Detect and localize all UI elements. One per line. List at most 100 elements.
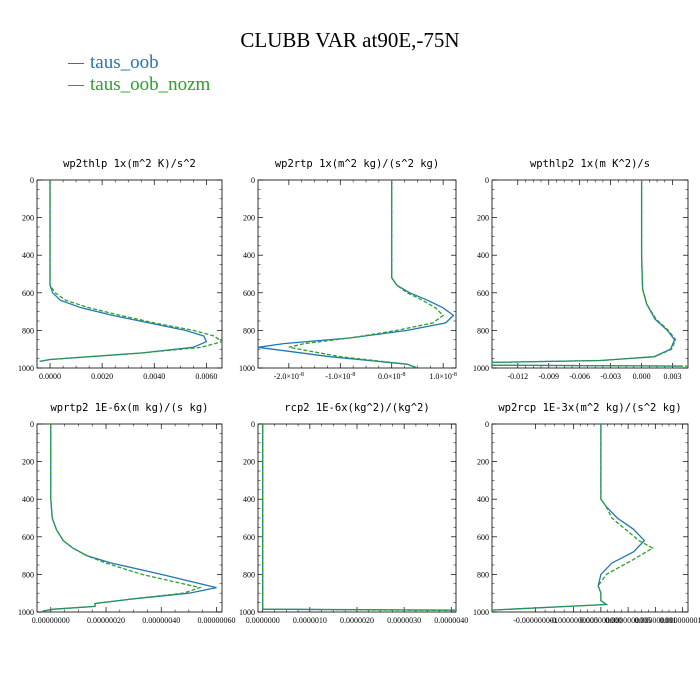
series-line-2 — [492, 180, 688, 367]
legend-label: taus_oob_nozm — [90, 74, 211, 95]
y-tick-label: 1000 — [18, 364, 34, 373]
y-tick-label: 200 — [22, 214, 34, 223]
x-tick-label: 0.0020 — [91, 372, 113, 381]
series-line-2 — [492, 424, 654, 611]
x-tick-label: -0.003 — [600, 372, 621, 381]
y-tick-label: 800 — [243, 570, 255, 579]
plot-frame — [257, 423, 457, 613]
plot-frame — [257, 179, 457, 369]
y-tick-label: 600 — [243, 289, 255, 298]
panel-title: wp2rcp 1E-3x(m^2 kg)/(s^2 kg) — [498, 402, 681, 414]
chart-panel-3: wpthlp2 1x(m K^2)/s 0 200 400 600 800 1000 -0.0… — [473, 158, 689, 381]
y-tick-label: 800 — [477, 570, 489, 579]
x-tick-label: 0.0000010 — [293, 616, 327, 625]
series-line-1 — [492, 424, 646, 611]
legend-item-1: taus_oob — [68, 52, 159, 74]
y-tick-label: 200 — [22, 458, 34, 467]
x-tick-label: 0.0060 — [195, 372, 217, 381]
x-tick-label: -0.012 — [507, 372, 528, 381]
x-tick-label: -0.006 — [569, 372, 590, 381]
legend-label: taus_oob — [90, 52, 159, 73]
y-tick-label: 1000 — [239, 364, 255, 373]
panel-title: wp2thlp 1x(m^2 K)/s^2 — [63, 158, 196, 170]
series-line-1 — [39, 180, 208, 363]
panel-title: wpthlp2 1x(m K^2)/s — [530, 158, 650, 170]
x-tick-label: -0.0000000005 — [549, 616, 598, 625]
y-tick-label: 1000 — [473, 608, 489, 617]
y-tick-label: 0 — [251, 420, 255, 429]
x-tick-label: 0.00000060 — [197, 616, 235, 625]
x-tick-label: -0.000000001 — [513, 616, 558, 625]
x-tick-label: 0.0×10-8 — [378, 372, 406, 381]
x-tick-label: 0.0000000 — [246, 616, 280, 625]
x-tick-label: 0.00000040 — [142, 616, 180, 625]
series-line-1 — [42, 424, 217, 612]
y-tick-label: 200 — [243, 458, 255, 467]
y-tick-label: 800 — [477, 326, 489, 335]
y-tick-label: 800 — [22, 570, 34, 579]
x-tick-label: 0.0000040 — [434, 616, 468, 625]
legend-item-2: taus_oob_nozm — [68, 74, 210, 96]
y-tick-label: 400 — [22, 495, 34, 504]
series-line-1 — [492, 180, 683, 367]
y-tick-label: 800 — [22, 326, 34, 335]
y-tick-label: 0 — [30, 176, 34, 185]
x-tick-label: -0.009 — [538, 372, 559, 381]
y-tick-label: 400 — [243, 495, 255, 504]
series-line-2 — [262, 424, 456, 612]
series-line-2 — [42, 424, 203, 612]
panel-title: wprtp2 1E-6x(m kg)/(s kg) — [50, 402, 208, 414]
x-tick-label: -1.0×10-8 — [325, 372, 355, 381]
figure-title: CLUBB VAR at90E,-75N — [240, 28, 460, 52]
x-tick-label: 0.000000001 — [634, 616, 676, 625]
y-tick-label: 200 — [477, 214, 489, 223]
x-tick-label: 0.0000000015 — [660, 616, 700, 625]
x-tick-label: 0.00000000 — [32, 616, 70, 625]
y-tick-label: 200 — [477, 458, 489, 467]
series-line-2 — [288, 180, 445, 368]
y-tick-label: 600 — [477, 533, 489, 542]
y-tick-label: 800 — [243, 326, 255, 335]
legend-line-swatch — [68, 85, 84, 87]
plot-frame — [36, 179, 223, 369]
y-tick-label: 0 — [30, 420, 34, 429]
x-tick-label: 1.0×10-8 — [429, 372, 457, 381]
x-tick-label: 0.0040 — [143, 372, 165, 381]
x-tick-label: 0.003 — [664, 372, 682, 381]
chart-panel-5: rcp2 1E-6x(kg^2)/(kg^2) 0 200 400 600 800 1000… — [239, 402, 468, 625]
y-tick-label: 600 — [22, 289, 34, 298]
x-tick-label: 0.0000020 — [340, 616, 374, 625]
chart-panel-2: wp2rtp 1x(m^2 kg)/(s^2 kg) 0 200 400 600 800 1… — [239, 158, 457, 381]
series-line-2 — [39, 180, 222, 363]
series-line-1 — [262, 424, 456, 611]
x-tick-label: 0.000 — [633, 372, 651, 381]
plot-frame — [491, 179, 689, 369]
panel-title: wp2rtp 1x(m^2 kg)/(s^2 kg) — [275, 158, 439, 170]
y-tick-label: 1000 — [473, 364, 489, 373]
chart-panel-4: wprtp2 1E-6x(m kg)/(s kg) 0 200 400 600 800 10… — [18, 402, 235, 625]
series-line-1 — [258, 180, 455, 368]
y-tick-label: 400 — [22, 251, 34, 260]
y-tick-label: 400 — [477, 495, 489, 504]
plot-frame — [491, 423, 689, 613]
y-tick-label: 200 — [243, 214, 255, 223]
y-tick-label: 600 — [243, 533, 255, 542]
y-tick-label: 1000 — [18, 608, 34, 617]
chart-panel-1: wp2thlp 1x(m^2 K)/s^2 0 200 400 600 800 1000 0.… — [18, 158, 223, 381]
y-tick-label: 0 — [251, 176, 255, 185]
y-tick-label: 400 — [477, 251, 489, 260]
x-tick-label: 0.0000000005 — [605, 616, 651, 625]
y-tick-label: 1000 — [239, 608, 255, 617]
chart-panel-6: wp2rcp 1E-3x(m^2 kg)/(s^2 kg) 0 200 400 600 8… — [473, 402, 700, 625]
x-tick-label: 0.0000030 — [387, 616, 421, 625]
y-tick-label: 600 — [477, 289, 489, 298]
y-tick-label: 600 — [22, 533, 34, 542]
y-tick-label: 0 — [485, 176, 489, 185]
plot-frame — [36, 423, 223, 613]
y-tick-label: 400 — [243, 251, 255, 260]
panel-title: rcp2 1E-6x(kg^2)/(kg^2) — [284, 402, 429, 414]
x-tick-label: 0.000000000 — [580, 616, 622, 625]
y-tick-label: 0 — [485, 420, 489, 429]
legend-line-swatch — [68, 63, 84, 65]
